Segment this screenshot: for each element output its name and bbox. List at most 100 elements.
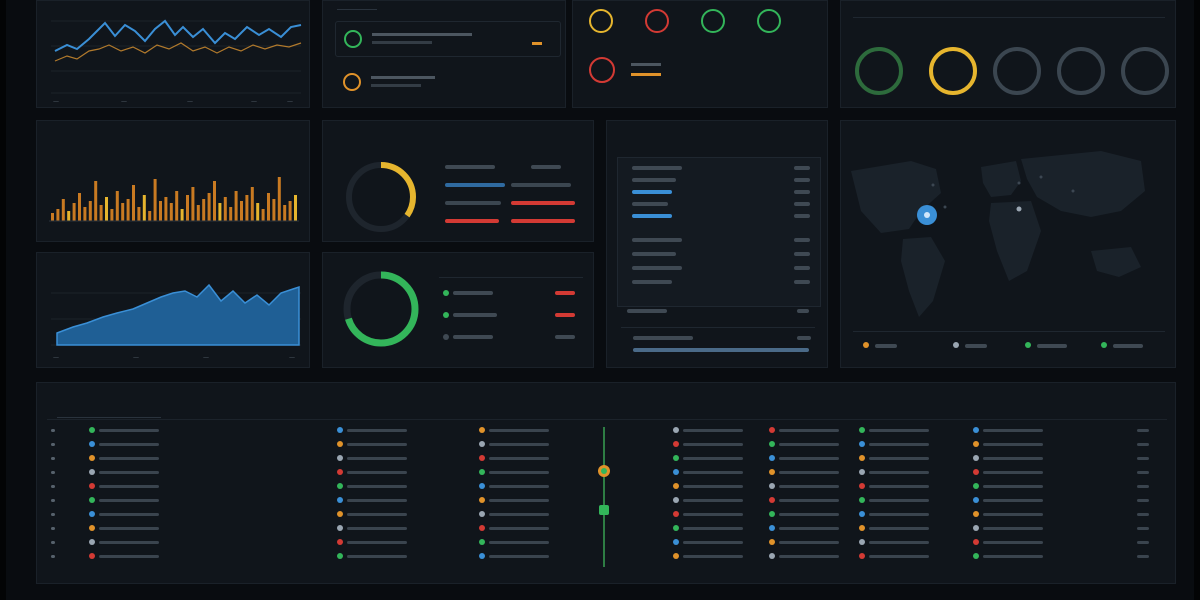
svg-text:—: — xyxy=(287,98,293,105)
bar-mark xyxy=(213,181,216,221)
green-ring-icon[interactable] xyxy=(701,9,725,33)
row-status-icon xyxy=(769,469,775,475)
status-item-2[interactable] xyxy=(335,65,559,99)
svg-text:—: — xyxy=(53,354,59,361)
row-status-icon xyxy=(673,441,679,447)
gauges-panel xyxy=(840,0,1176,108)
bar-mark xyxy=(126,199,130,221)
row-status-icon xyxy=(673,497,679,503)
row-status-icon xyxy=(89,497,95,503)
area-chart: — — — — xyxy=(51,283,301,361)
bar-mark xyxy=(234,191,238,221)
row-status-icon xyxy=(769,427,775,433)
bar-mark xyxy=(148,211,152,221)
bar-mark xyxy=(207,193,211,221)
timeline-track xyxy=(598,427,610,567)
bar-mark xyxy=(245,195,249,221)
bar-chart xyxy=(49,177,299,222)
table-row[interactable] xyxy=(37,479,1177,497)
row-status-icon xyxy=(769,483,775,489)
table-search-input[interactable] xyxy=(57,407,161,418)
row-status-icon xyxy=(89,525,95,531)
row-status-icon xyxy=(973,441,979,447)
row-status-icon xyxy=(973,427,979,433)
row-status-icon xyxy=(673,553,679,559)
gauge-gray-3 xyxy=(1121,47,1169,95)
table-row[interactable] xyxy=(37,535,1177,553)
bar-mark xyxy=(169,203,173,221)
red-alert-icon[interactable] xyxy=(589,57,615,83)
donut-panel-1 xyxy=(322,120,594,242)
bar-mark xyxy=(115,191,119,221)
bar-mark xyxy=(202,199,206,221)
row-status-icon xyxy=(479,441,485,447)
row-status-icon xyxy=(479,483,485,489)
bar-mark xyxy=(283,205,287,221)
orange-status-icon xyxy=(343,73,361,91)
row-status-icon xyxy=(479,427,485,433)
row-status-icon xyxy=(337,525,343,531)
list-box xyxy=(617,157,821,307)
row-status-icon xyxy=(673,539,679,545)
row-status-icon xyxy=(973,553,979,559)
donut-chart-1 xyxy=(346,162,416,232)
row-status-icon xyxy=(479,497,485,503)
row-status-icon xyxy=(973,455,979,461)
row-status-icon xyxy=(859,483,865,489)
status-item-1[interactable] xyxy=(335,21,561,57)
row-status-icon xyxy=(89,427,95,433)
table-row[interactable] xyxy=(37,521,1177,539)
svg-text:—: — xyxy=(53,98,59,105)
row-status-icon xyxy=(769,525,775,531)
bar-mark xyxy=(186,195,189,221)
row-status-icon xyxy=(859,539,865,545)
table-row[interactable] xyxy=(37,465,1177,483)
table-body xyxy=(37,423,1177,573)
row-status-icon xyxy=(479,539,485,545)
area-series xyxy=(56,283,300,346)
donut1-legend xyxy=(441,161,581,233)
bar-mark xyxy=(137,207,141,221)
bar-mark xyxy=(159,201,162,221)
table-row[interactable] xyxy=(37,451,1177,469)
svg-text:—: — xyxy=(187,98,193,105)
row-status-icon xyxy=(337,455,343,461)
table-row[interactable] xyxy=(37,549,1177,567)
row-status-icon xyxy=(859,525,865,531)
row-status-icon xyxy=(673,511,679,517)
row-status-icon xyxy=(769,553,775,559)
donut-chart-2 xyxy=(343,271,419,347)
row-status-icon xyxy=(479,469,485,475)
bar-mark xyxy=(175,191,179,221)
red-ring-icon[interactable] xyxy=(645,9,669,33)
green-ring-icon-2[interactable] xyxy=(757,9,781,33)
yellow-ring-icon[interactable] xyxy=(589,9,613,33)
row-status-icon xyxy=(89,469,95,475)
legend-dot-green xyxy=(1025,342,1031,348)
svg-text:—: — xyxy=(251,98,257,105)
row-status-icon xyxy=(89,511,95,517)
table-pagination[interactable] xyxy=(1015,571,1155,575)
row-status-icon xyxy=(479,553,485,559)
map-panel xyxy=(840,120,1176,368)
table-row[interactable] xyxy=(37,493,1177,511)
bar-mark xyxy=(267,193,270,221)
bar-mark xyxy=(110,209,114,221)
bar-mark xyxy=(121,203,125,221)
row-status-icon xyxy=(337,441,343,447)
bar-mark xyxy=(191,187,195,221)
legend-dot-orange xyxy=(863,342,869,348)
table-row[interactable] xyxy=(37,437,1177,455)
row-status-icon xyxy=(859,469,865,475)
table-row[interactable] xyxy=(37,507,1177,525)
table-row[interactable] xyxy=(37,423,1177,441)
bar-mark xyxy=(196,205,200,221)
world-map xyxy=(851,151,1145,317)
row-status-icon xyxy=(973,525,979,531)
row-status-icon xyxy=(973,483,979,489)
row-status-icon xyxy=(89,539,95,545)
bar-mark xyxy=(88,201,92,221)
bar-mark xyxy=(99,205,103,221)
bar-mark xyxy=(164,197,168,221)
